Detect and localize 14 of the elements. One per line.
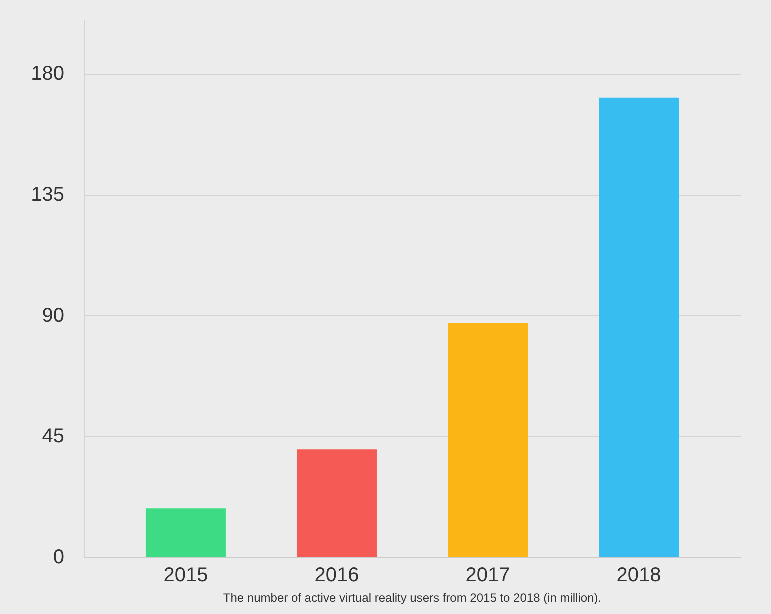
x-tick-label: 2018	[616, 564, 662, 586]
bar	[146, 508, 226, 557]
bar	[296, 450, 377, 557]
y-tick-label: 45	[42, 426, 64, 448]
y-tick-label: 180	[31, 63, 64, 86]
bar	[448, 323, 528, 557]
x-tick-label: 2016	[314, 564, 360, 586]
x-tick-label: 2015	[164, 564, 208, 586]
text: The number of active virtual reality users from 2015 to 2018 (in million).	[223, 591, 602, 605]
y-tick-label: 0	[53, 546, 64, 568]
y-tick-label: 135	[31, 184, 64, 206]
bar	[599, 98, 680, 557]
x-tick-label: 2017	[466, 564, 510, 586]
y-tick-label: 90	[42, 304, 64, 327]
